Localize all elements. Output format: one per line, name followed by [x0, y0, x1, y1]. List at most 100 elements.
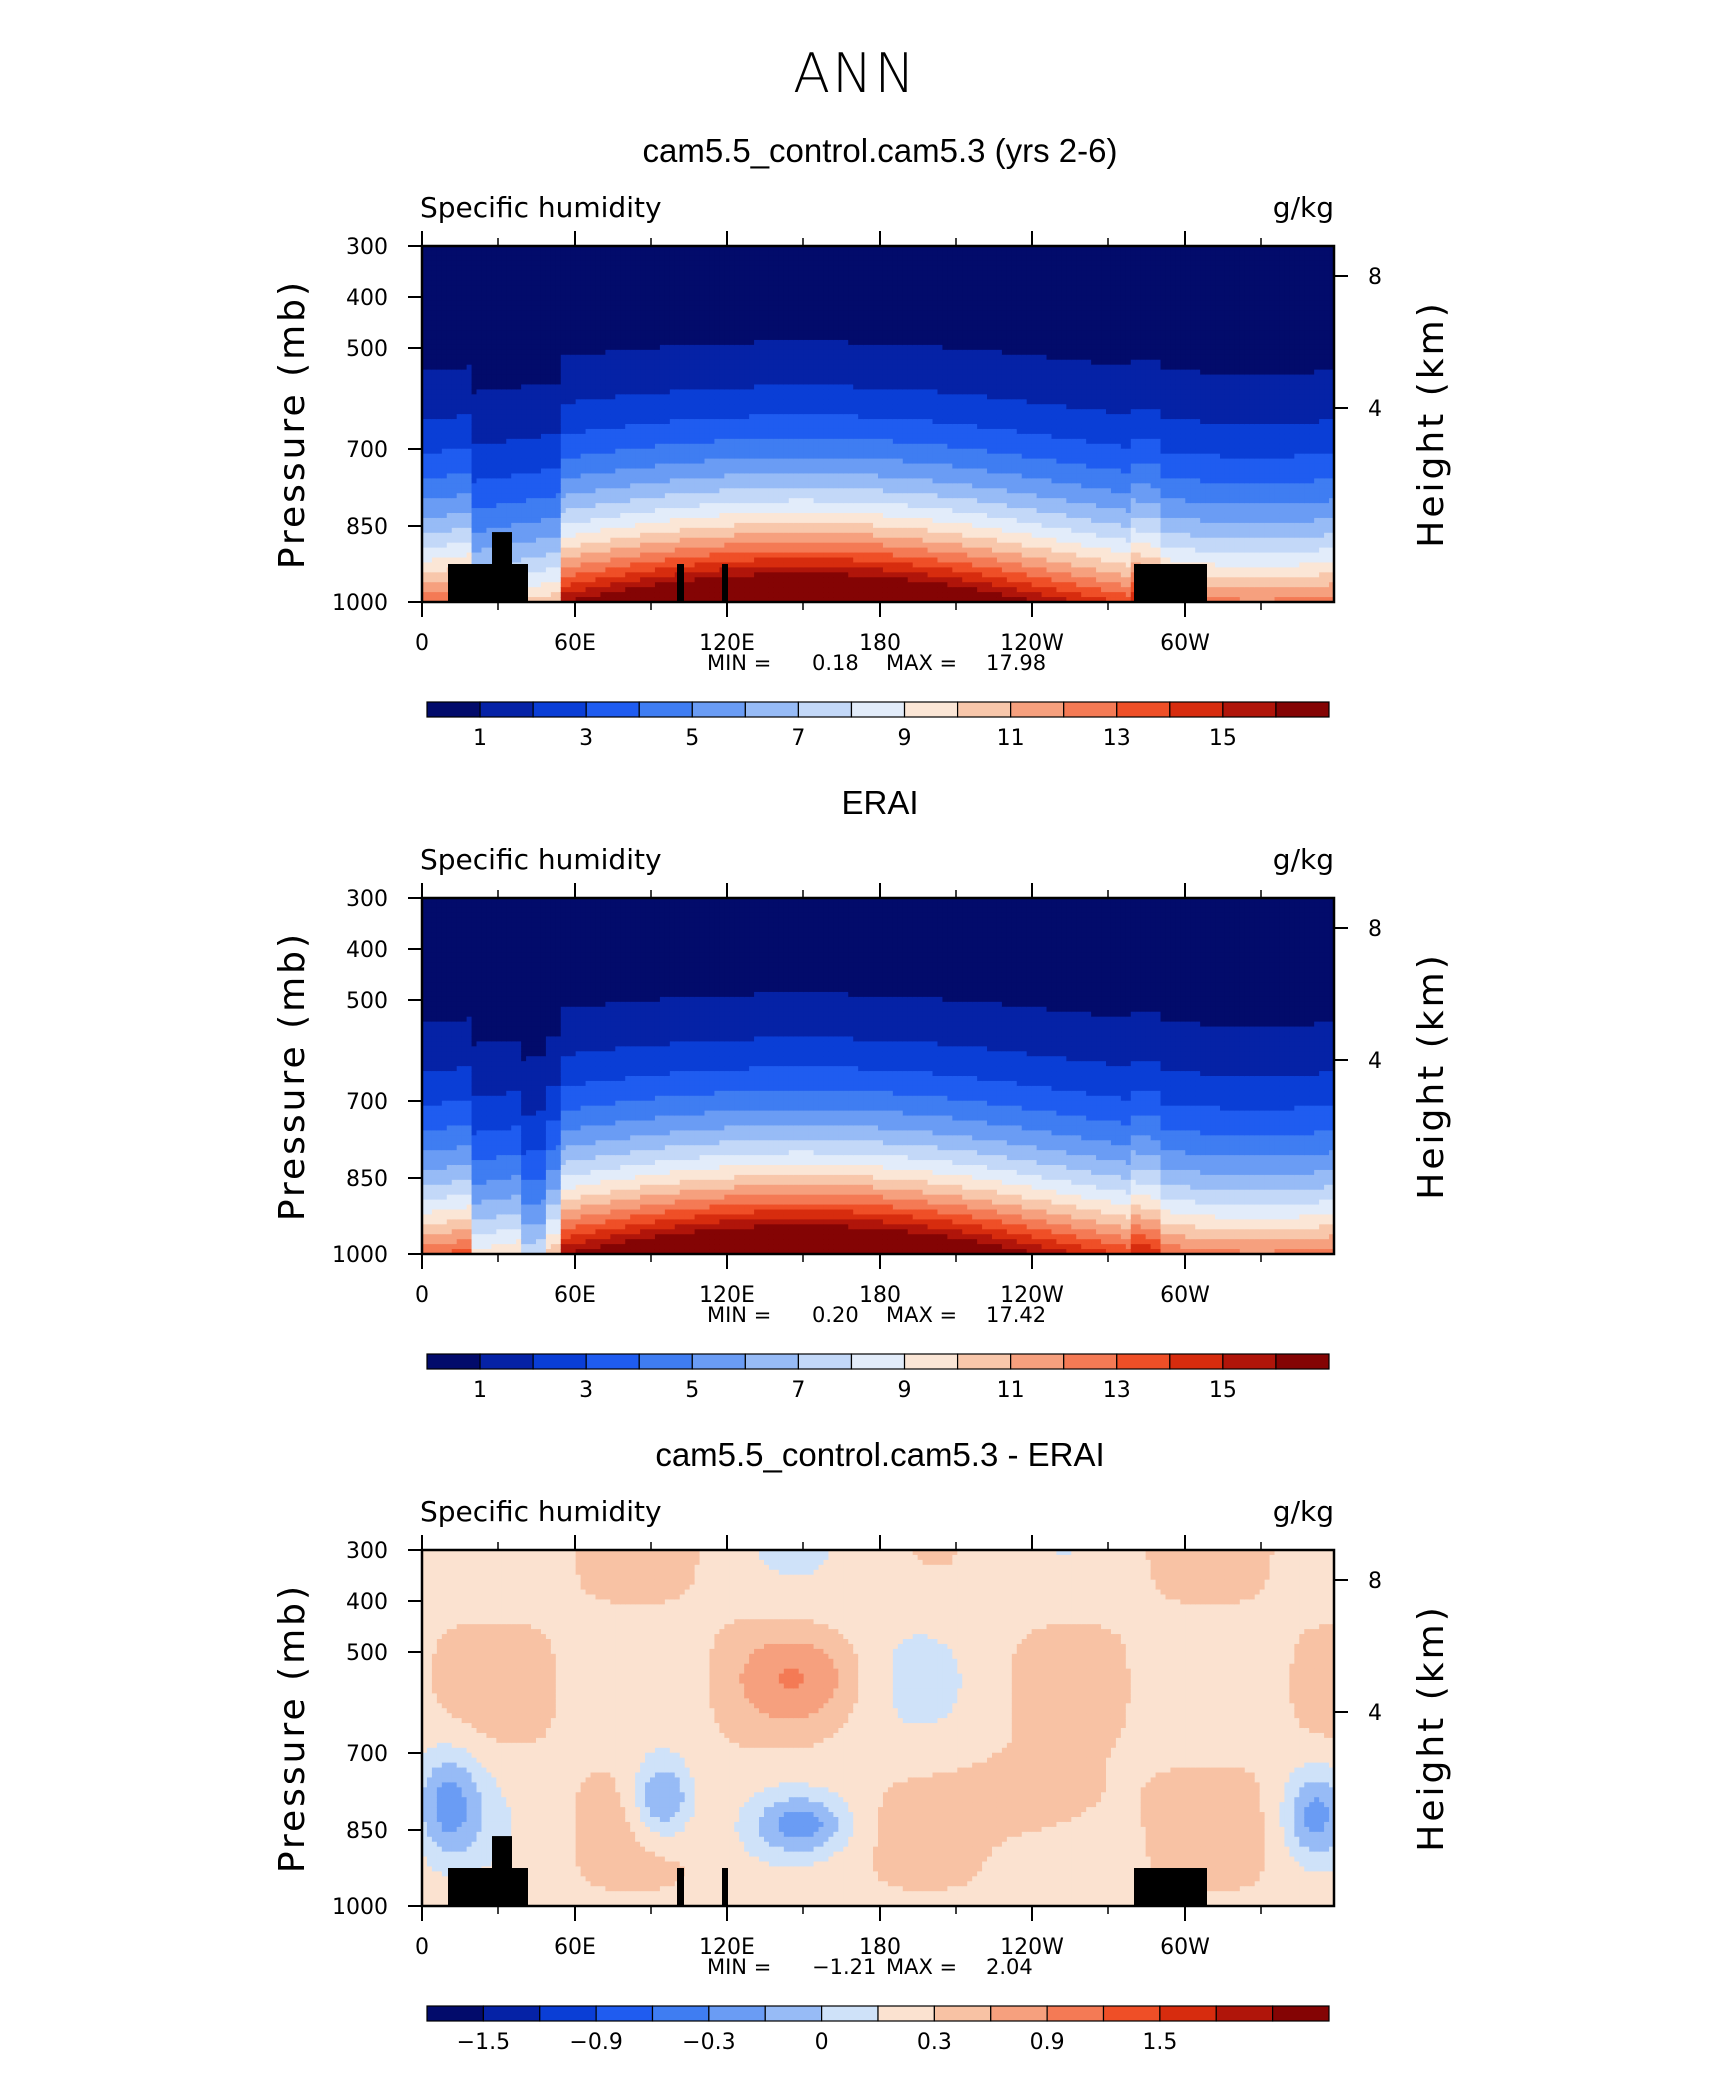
- field-cell: [744, 370, 750, 376]
- field-cell: [566, 310, 572, 316]
- field-cell: [685, 464, 691, 470]
- field-cell: [576, 409, 582, 415]
- field-cell: [655, 523, 661, 529]
- field-cell: [472, 469, 478, 475]
- field-cell: [556, 300, 562, 306]
- field-cell: [660, 251, 666, 257]
- field-cell: [486, 320, 492, 326]
- field-cell: [467, 553, 473, 559]
- field-cell: [700, 483, 706, 489]
- field-cell: [477, 533, 483, 539]
- field-cell: [541, 592, 547, 598]
- field-cell: [739, 350, 745, 356]
- field-cell: [630, 533, 636, 539]
- field-cell: [729, 449, 735, 455]
- field-cell: [655, 355, 661, 361]
- field-cell: [695, 345, 701, 351]
- field-cell: [734, 315, 740, 321]
- field-cell: [605, 365, 611, 371]
- field-cell: [556, 464, 562, 470]
- field-cell: [620, 295, 626, 301]
- field-cell: [744, 375, 750, 381]
- field-cell: [739, 483, 745, 489]
- field-cell: [472, 286, 478, 292]
- field-cell: [690, 404, 696, 410]
- field-cell: [605, 295, 611, 301]
- field-cell: [680, 340, 686, 346]
- field-cell: [759, 345, 765, 351]
- field-cell: [427, 370, 433, 376]
- field-cell: [650, 251, 656, 257]
- field-cell: [481, 266, 487, 272]
- field-cell: [625, 276, 631, 282]
- field-cell: [719, 266, 725, 272]
- field-cell: [442, 360, 448, 366]
- field-cell: [630, 305, 636, 311]
- field-cell: [734, 325, 740, 331]
- field-cell: [670, 325, 676, 331]
- field-cell: [462, 409, 468, 415]
- field-cell: [581, 558, 587, 564]
- field-cell: [501, 325, 507, 331]
- field-cell: [734, 449, 740, 455]
- field-cell: [640, 389, 646, 395]
- field-cell: [571, 394, 577, 400]
- field-cell: [695, 592, 701, 598]
- field-cell: [447, 459, 453, 465]
- field-cell: [481, 380, 487, 386]
- field-cell: [591, 394, 597, 400]
- field-cell: [531, 276, 537, 282]
- field-cell: [576, 518, 582, 524]
- field-cell: [734, 310, 740, 316]
- field-cell: [650, 414, 656, 420]
- field-cell: [645, 469, 651, 475]
- field-cell: [437, 419, 443, 425]
- field-cell: [452, 281, 458, 287]
- field-cell: [571, 281, 577, 287]
- field-cell: [714, 370, 720, 376]
- field-cell: [754, 528, 760, 534]
- field-cell: [586, 291, 592, 297]
- field-cell: [586, 543, 592, 549]
- field-cell: [432, 553, 438, 559]
- field-cell: [714, 528, 720, 534]
- field-cell: [724, 300, 730, 306]
- field-cell: [556, 567, 562, 573]
- field-cell: [630, 503, 636, 509]
- field-cell: [506, 518, 512, 524]
- field-cell: [705, 592, 711, 598]
- field-cell: [719, 375, 725, 381]
- field-cell: [660, 370, 666, 376]
- field-cell: [739, 513, 745, 519]
- field-cell: [521, 503, 527, 509]
- field-cell: [546, 380, 552, 386]
- field-cell: [709, 567, 715, 573]
- field-cell: [462, 493, 468, 499]
- field-cell: [576, 459, 582, 465]
- field-cell: [709, 429, 715, 435]
- field-cell: [467, 350, 473, 356]
- field-cell: [615, 291, 621, 297]
- field-cell: [719, 300, 725, 306]
- field-cell: [660, 355, 666, 361]
- field-cell: [541, 295, 547, 301]
- field-cell: [734, 266, 740, 272]
- field-cell: [457, 399, 463, 405]
- field-cell: [709, 394, 715, 400]
- field-cell: [591, 582, 597, 588]
- field-cell: [650, 261, 656, 267]
- field-cell: [457, 310, 463, 316]
- field-cell: [511, 256, 517, 262]
- field-cell: [462, 380, 468, 386]
- field-cell: [586, 508, 592, 514]
- field-cell: [615, 355, 621, 361]
- field-cell: [685, 370, 691, 376]
- field-cell: [645, 350, 651, 356]
- field-cell: [695, 389, 701, 395]
- field-cell: [640, 300, 646, 306]
- field-cell: [759, 444, 765, 450]
- field-cell: [605, 300, 611, 306]
- field-cell: [566, 320, 572, 326]
- field-cell: [739, 498, 745, 504]
- field-cell: [744, 266, 750, 272]
